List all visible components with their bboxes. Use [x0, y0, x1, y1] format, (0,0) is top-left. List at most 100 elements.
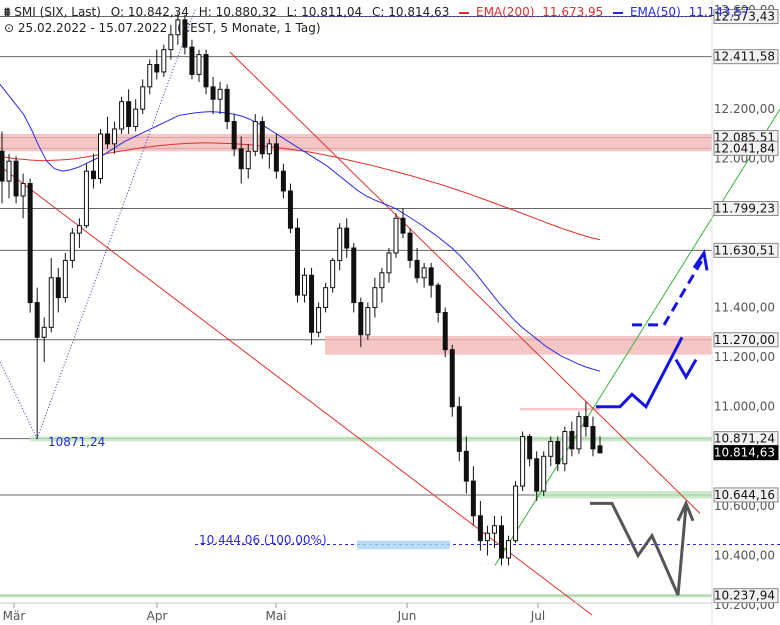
red-channel-upper — [229, 51, 701, 514]
candle-body — [83, 170, 89, 227]
candle-body — [513, 485, 519, 542]
candle-body — [273, 143, 279, 172]
candle-body — [323, 287, 329, 309]
candle-body — [62, 259, 68, 299]
dotted-leg-2 — [36, 9, 196, 439]
chart-type-icon[interactable]: ⩩ — [4, 5, 11, 19]
candlestick-series — [0, 12, 603, 566]
candle-body — [407, 232, 413, 261]
y-tick-label: 12.200,00 — [714, 102, 775, 116]
candle-body — [484, 532, 490, 542]
low-annotation: 10871,24 — [48, 435, 105, 449]
candle-body — [442, 311, 448, 351]
dotted-leg-1 — [0, 361, 38, 439]
candle-body — [435, 284, 441, 313]
blue-forecast-arrow — [674, 358, 698, 380]
candle-body — [126, 101, 132, 128]
candle-body — [203, 54, 209, 88]
candle-body — [41, 326, 47, 338]
candle-body — [365, 307, 371, 336]
blue-dashed-forecast — [632, 259, 704, 327]
candle-body — [569, 431, 575, 450]
support-zone-10237 — [0, 593, 712, 598]
candle-body — [548, 440, 554, 457]
candle-body — [562, 431, 568, 465]
ema50-line — [0, 83, 601, 372]
y-tick-label: 11.400,00 — [714, 301, 775, 315]
candle-body — [337, 227, 343, 261]
fib-annotation: 10.444,06 (100.00%) — [199, 533, 327, 547]
candle-body — [590, 426, 596, 450]
candle-body — [555, 440, 561, 465]
gray-forecast-path — [590, 501, 688, 596]
legend-ema200-label: EMA(200) — [475, 5, 535, 19]
candle-body — [217, 88, 223, 100]
candle-body — [119, 101, 125, 130]
candle-body — [224, 88, 230, 123]
candle-body — [597, 445, 603, 454]
candle-body — [175, 19, 181, 36]
price-tag-label: 10.237,94 — [714, 589, 775, 603]
legend-low: L: 10.811,04 — [286, 5, 363, 19]
legend-row-1: ⩩ SMI (SIX, Last) O: 10.842,34 H: 10.880… — [4, 5, 750, 20]
candle-body — [196, 54, 202, 75]
legend-high: H: 10.880,32 — [198, 5, 277, 19]
candle-body — [330, 259, 336, 289]
y-axis: 12.600,0012.200,0012.000,0011.400,0011.2… — [711, 0, 775, 625]
legend-row-2: ⊙ 25.02.2022 - 15.07.2022 (CEST, 5 Monat… — [4, 21, 321, 35]
price-tag-box — [713, 140, 779, 156]
x-tick-label: Mai — [265, 609, 286, 623]
candle-body — [520, 435, 526, 487]
price-tag-label: 11.630,51 — [714, 243, 775, 257]
legend-ema200-value: 11.673,95 — [542, 5, 604, 19]
candle-body — [393, 217, 399, 254]
resistance-zone-small — [520, 407, 600, 411]
legend-range: 25.02.2022 - 15.07.2022 — [17, 21, 168, 35]
candle-body — [76, 225, 82, 234]
ema50-swatch — [613, 11, 624, 14]
price-tag-box — [713, 242, 779, 258]
candle-body — [316, 307, 322, 333]
price-tag-label: 11.270,00 — [714, 333, 775, 347]
resistance-zone-mid — [325, 336, 712, 355]
candle-body — [294, 227, 300, 296]
candle-body — [358, 302, 364, 336]
legend-open: O: 10.842,34 — [110, 5, 189, 19]
candle-body — [182, 19, 188, 48]
candle-body — [189, 46, 195, 75]
target-zone — [357, 540, 450, 550]
ema200-line — [0, 142, 601, 241]
candle-body — [140, 86, 146, 110]
candle-body — [168, 34, 174, 51]
candle-body — [105, 133, 111, 145]
candle-body — [386, 252, 392, 274]
gray-forecast-arrow — [676, 499, 695, 522]
x-tick-label: Jul — [530, 609, 545, 623]
candle-body — [133, 108, 139, 128]
candle-body — [576, 416, 582, 450]
annotations: 10871,24 10.444,06 (100.00%) — [48, 435, 327, 547]
price-tag-label: 10.814,63 — [714, 446, 775, 460]
price-tag-label: 11.799,23 — [714, 202, 775, 216]
candle-body — [27, 183, 33, 304]
x-axis: Mär Apr Mai Jun Jul — [0, 602, 712, 623]
candle-body — [0, 150, 5, 182]
legend-timeframe: (CEST, 5 Monate, 1 Tag) — [177, 21, 321, 35]
candle-body — [97, 133, 103, 180]
price-tag-box — [713, 332, 779, 348]
price-tag-label: 10.644,16 — [714, 488, 775, 502]
candle-body — [583, 416, 589, 428]
price-tag-label: 12.041,84 — [714, 141, 775, 155]
horizontal-gridlines — [0, 16, 780, 597]
trend-channels — [0, 9, 780, 616]
legend-symbol: SMI (SIX, Last) — [14, 5, 101, 19]
candle-body — [238, 148, 244, 170]
legend-close: C: 10.814,63 — [372, 5, 450, 19]
support-zone-10871 — [30, 436, 712, 442]
price-tag-box — [713, 49, 779, 65]
candle-body — [527, 435, 533, 460]
clock-icon: ⊙ — [4, 21, 15, 35]
candle-body — [400, 217, 406, 234]
red-channel-lower — [0, 165, 593, 616]
